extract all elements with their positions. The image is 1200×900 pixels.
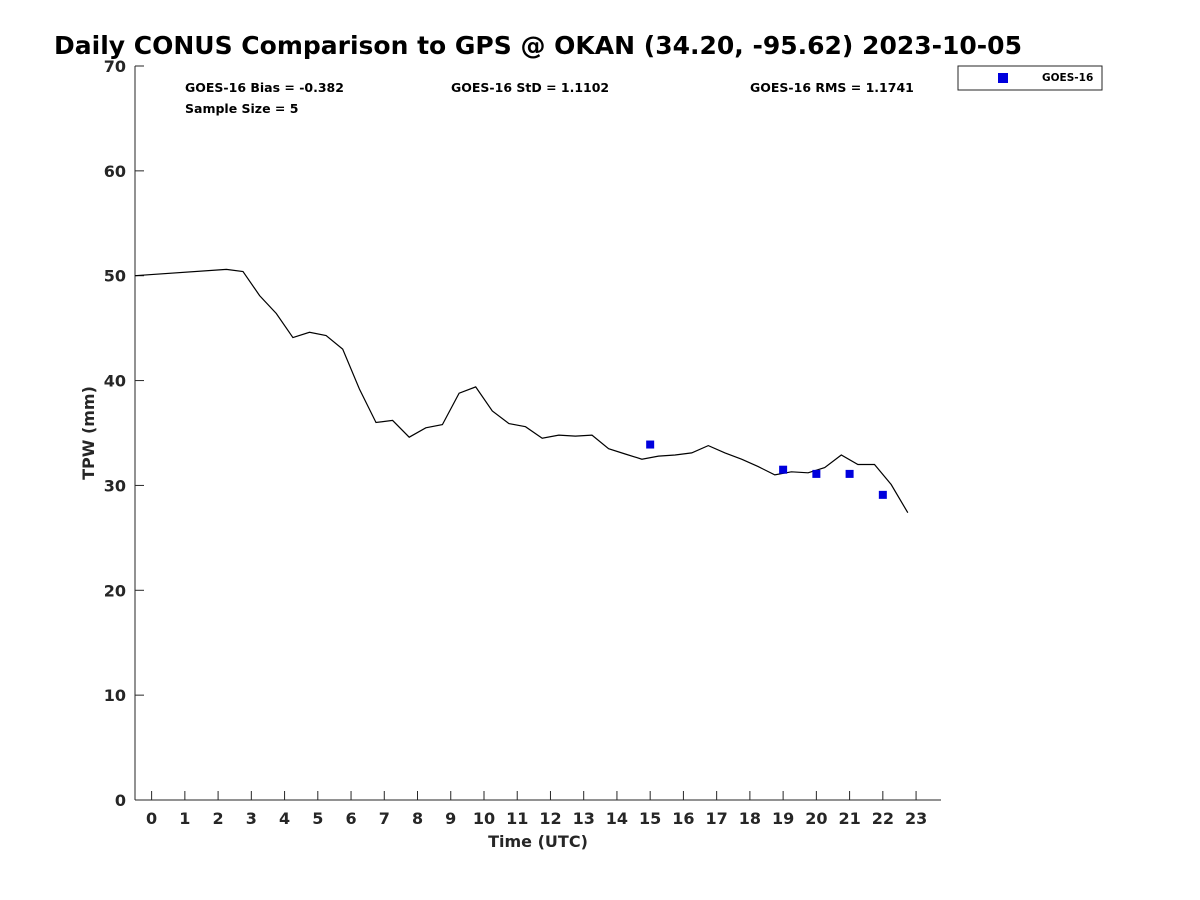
legend-label-goes16: GOES-16 [1042,72,1093,84]
x-tick-label: 11 [506,809,528,828]
sample-size-annotation: Sample Size = 5 [185,101,298,116]
y-tick-label: 70 [104,57,126,76]
x-tick-label: 15 [639,809,661,828]
bias-annotation: GOES-16 Bias = -0.382 [185,80,344,95]
y-tick-label: 10 [104,686,126,705]
y-tick-label: 0 [115,791,126,810]
y-tick-label: 20 [104,581,126,600]
goes16-point [812,469,821,478]
legend-marker [998,73,1008,83]
legend: GOES-16 [957,65,1103,91]
rms-annotation: GOES-16 RMS = 1.1741 [750,80,914,95]
chart-title: Daily CONUS Comparison to GPS @ OKAN (34… [54,31,1022,60]
x-tick-label: 18 [739,809,761,828]
y-tick-label: 50 [104,267,126,286]
x-tick-label: 4 [279,809,290,828]
goes16-point [845,469,854,478]
x-tick-label: 7 [379,809,390,828]
x-tick-label: 17 [706,809,728,828]
x-tick-label: 5 [312,809,323,828]
y-axis-label: TPW (mm) [79,386,98,480]
x-tick-label: 21 [838,809,860,828]
x-tick-label: 0 [146,809,157,828]
gps-tpw-line [134,268,909,514]
y-tick-label: 40 [104,372,126,391]
x-tick-label: 10 [473,809,495,828]
x-tick-label: 20 [805,809,827,828]
goes16-point [779,465,788,474]
x-tick-label: 9 [445,809,456,828]
x-tick-label: 19 [772,809,794,828]
goes16-point [646,440,655,449]
goes16-points-layer [646,440,887,499]
x-tick-label: 12 [539,809,561,828]
y-tick-label: 60 [104,162,126,181]
x-tick-label: 8 [412,809,423,828]
x-axis-label: Time (UTC) [488,832,588,851]
x-tick-label: 16 [672,809,694,828]
x-tick-label: 3 [246,809,257,828]
gps-tpw-line-layer [134,268,909,514]
x-tick-label: 6 [345,809,356,828]
x-tick-label: 13 [573,809,595,828]
x-tick-label: 2 [213,809,224,828]
x-tick-label: 22 [872,809,894,828]
x-tick-label: 14 [606,809,628,828]
std-annotation: GOES-16 StD = 1.1102 [451,80,609,95]
goes16-point [878,490,887,499]
legend-box [957,65,1103,91]
x-tick-label: 23 [905,809,927,828]
x-tick-label: 1 [179,809,190,828]
y-tick-label: 30 [104,476,126,495]
